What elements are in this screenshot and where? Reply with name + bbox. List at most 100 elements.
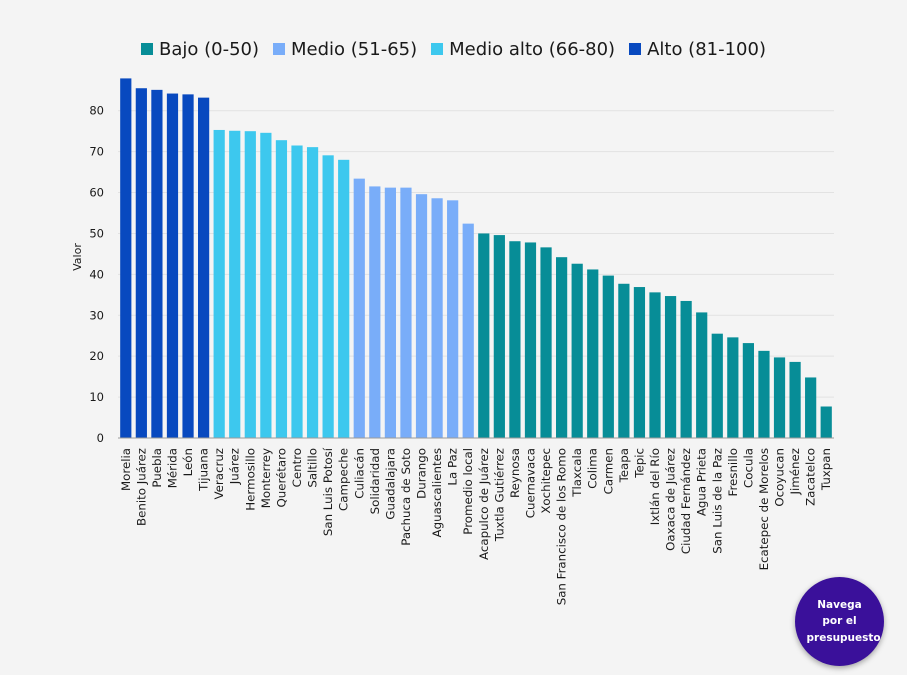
bars <box>120 78 832 439</box>
bar[interactable] <box>306 147 319 439</box>
bar[interactable] <box>509 241 521 438</box>
bar[interactable] <box>322 155 334 438</box>
x-tick-label: Querétaro <box>274 448 288 508</box>
legend-swatch <box>141 43 153 55</box>
bar[interactable] <box>805 377 817 438</box>
x-tick-label: Teapa <box>617 448 631 483</box>
bar[interactable] <box>400 187 412 438</box>
x-tick-label: Veracruz <box>212 448 226 500</box>
legend-label: Medio alto (66-80) <box>449 38 616 60</box>
x-tick-label: La Paz <box>446 448 460 486</box>
x-tick-label: Cocula <box>741 448 755 488</box>
x-tick-label: Fresnillo <box>726 448 740 496</box>
bar[interactable] <box>260 132 272 438</box>
legend-item[interactable]: Medio (51-65) <box>273 39 417 60</box>
bar[interactable] <box>742 343 754 438</box>
x-tick-label: Pachuca de Soto <box>399 448 413 546</box>
x-tick-label: Oaxaca de Juárez <box>664 448 678 551</box>
bar[interactable] <box>649 292 661 438</box>
chart-legend: Bajo (0-50) Medio (51-65) Medio alto (66-8… <box>0 36 907 62</box>
bar[interactable] <box>338 159 350 438</box>
x-tick-label: Zacatelco <box>804 448 818 506</box>
x-tick-label: Jiménez <box>788 448 802 495</box>
grid-lines <box>118 110 834 398</box>
x-tick-label: Colima <box>586 448 600 489</box>
x-tick-label: León <box>181 448 195 476</box>
x-tick-label: Monterrey <box>259 448 273 508</box>
bar[interactable] <box>166 93 179 438</box>
bar[interactable] <box>664 296 677 438</box>
bar[interactable] <box>198 97 210 439</box>
x-tick-label: Puebla <box>150 448 164 488</box>
x-tick-label: Promedio local <box>461 448 475 535</box>
x-tick-label: Solidaridad <box>368 448 382 514</box>
bar[interactable] <box>182 94 194 438</box>
bar[interactable] <box>540 247 552 438</box>
bar[interactable] <box>447 200 459 438</box>
bar[interactable] <box>369 186 381 438</box>
bar[interactable] <box>758 350 770 438</box>
legend-item[interactable]: Alto (81-100) <box>629 39 766 60</box>
bar[interactable] <box>275 140 288 438</box>
bar[interactable] <box>415 194 428 438</box>
y-tick-label: 20 <box>89 349 104 363</box>
legend-item[interactable]: Medio alto (66-80) <box>431 39 615 60</box>
x-tick-label: Ciudad Fernández <box>679 448 693 554</box>
x-tick-label: Guadalajara <box>383 448 397 520</box>
bar[interactable] <box>229 130 241 439</box>
bar[interactable] <box>571 263 583 438</box>
legend-item[interactable]: Bajo (0-50) <box>141 39 259 60</box>
bar[interactable] <box>213 129 225 439</box>
x-tick-label: Reynosa <box>508 448 522 498</box>
x-tick-label: Campeche <box>337 448 351 511</box>
bar[interactable] <box>727 337 739 438</box>
x-tick-label: Ecatepec de Morelos <box>757 448 771 570</box>
y-tick-label: 80 <box>89 104 104 118</box>
bar[interactable] <box>120 78 132 438</box>
x-tick-label: San Luis Potosí <box>321 447 335 536</box>
bar[interactable] <box>135 88 147 439</box>
x-tick-label: Juárez <box>228 448 242 485</box>
bar[interactable] <box>633 287 646 438</box>
bar[interactable] <box>820 406 832 439</box>
legend-label: Medio (51-65) <box>291 38 418 60</box>
x-tick-label: Mérida <box>165 448 179 488</box>
navega-presupuesto-button[interactable]: Navega por el presupuesto <box>795 577 884 666</box>
bar[interactable] <box>602 275 614 438</box>
bar[interactable] <box>556 257 568 438</box>
bar[interactable] <box>431 198 443 438</box>
legend-label: Bajo (0-50) <box>159 38 260 60</box>
bar[interactable] <box>478 233 490 438</box>
bar[interactable] <box>244 131 256 438</box>
legend-swatch <box>273 43 286 55</box>
x-tick-label: Tuxtla Gutiérrez <box>492 448 506 542</box>
bar[interactable] <box>151 89 163 438</box>
x-tick-label: Tepic <box>632 448 646 479</box>
y-tick-label: 50 <box>89 226 104 240</box>
bar[interactable] <box>462 223 474 438</box>
y-tick-label: 10 <box>89 390 104 404</box>
y-tick-label: 60 <box>89 186 104 200</box>
bar[interactable] <box>773 357 786 438</box>
y-tick-label: 0 <box>97 431 104 445</box>
x-tick-label: Acapulco de Juárez <box>477 448 491 560</box>
y-tick-label: 40 <box>89 267 104 281</box>
bar[interactable] <box>696 312 708 438</box>
x-tick-label: Tlaxcala <box>570 448 584 498</box>
bar[interactable] <box>291 145 303 439</box>
bar[interactable] <box>680 300 692 438</box>
bar[interactable] <box>587 269 599 438</box>
x-tick-label: San Francisco de los Romo <box>555 448 569 605</box>
x-tick-label: Ocoyucan <box>773 448 787 507</box>
bar[interactable] <box>618 283 630 438</box>
bar[interactable] <box>789 361 801 438</box>
bar[interactable] <box>384 187 396 438</box>
bar[interactable] <box>353 178 365 439</box>
x-tick-label: Benito Juárez <box>134 448 148 526</box>
bar[interactable] <box>524 242 537 438</box>
x-tick-label: San Luis de la Paz <box>710 448 724 554</box>
y-tick-label: 70 <box>89 145 104 159</box>
bar[interactable] <box>711 333 723 438</box>
bar[interactable] <box>493 235 505 438</box>
x-tick-label: Morelia <box>119 448 133 491</box>
